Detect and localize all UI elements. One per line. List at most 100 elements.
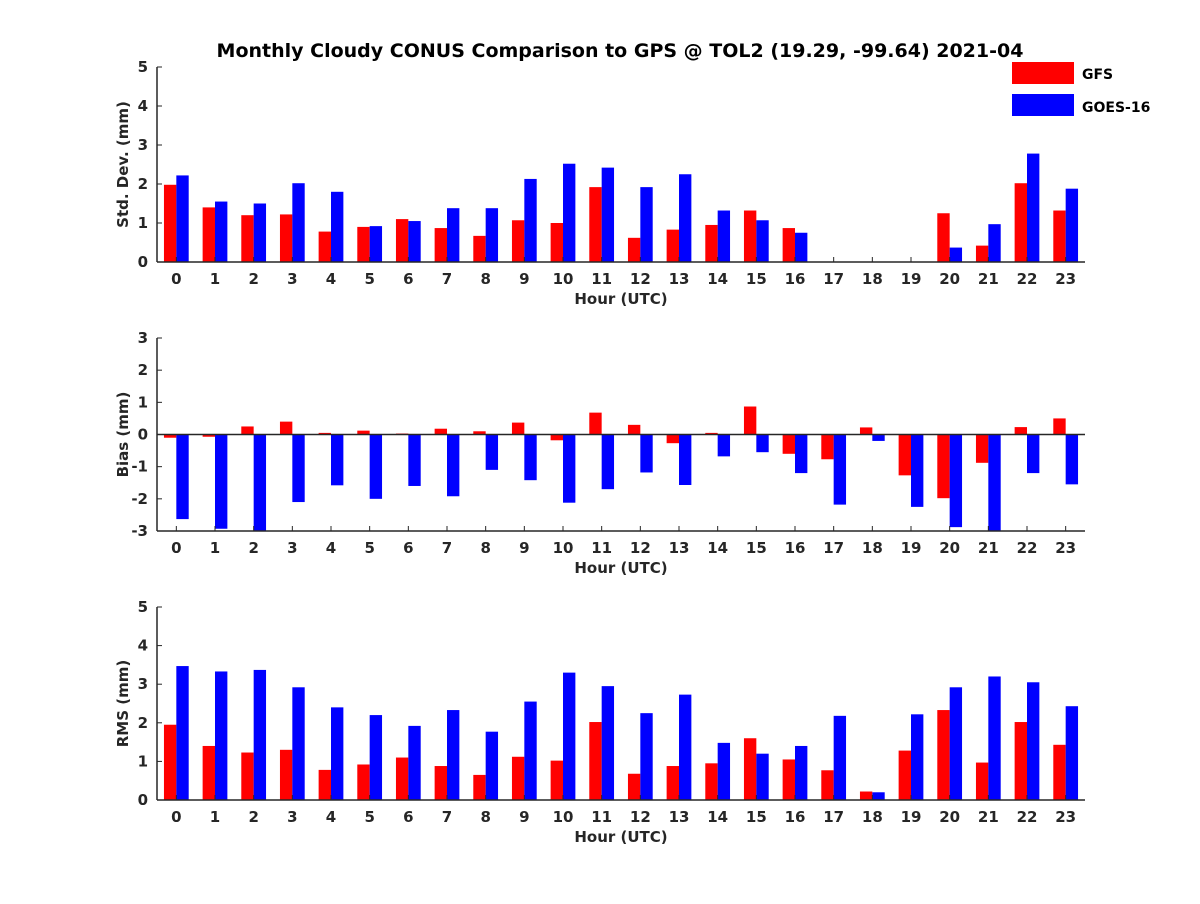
std-dev-bar-gfs-12	[627, 237, 641, 262]
bias-ytick-label: -2	[131, 490, 148, 508]
std-dev-bar-gfs-2	[241, 215, 254, 262]
std-dev-bar-goes16-22	[1027, 153, 1040, 262]
std-dev-bar-gfs-14	[705, 224, 718, 262]
bias-xtick-label: 23	[1055, 539, 1076, 557]
bias-ytick-label: 2	[138, 361, 148, 379]
rms-xtick-label: 4	[326, 808, 336, 826]
rms-bar-gfs-21	[975, 762, 989, 800]
std-dev-bar-goes16-12	[640, 187, 653, 262]
rms-xtick-label: 0	[171, 808, 181, 826]
legend-label-goes16: GOES-16	[1082, 100, 1150, 116]
rms-bar-gfs-3	[279, 749, 293, 800]
rms-xtick-label: 22	[1017, 808, 1038, 826]
bias-bar-gfs-7	[434, 428, 447, 435]
rms-xtick-label: 12	[630, 808, 651, 826]
bias-bar-gfs-22	[1014, 427, 1027, 435]
bias-bar-goes16-17	[833, 434, 847, 505]
rms-xtick-label: 19	[901, 808, 922, 826]
std-dev-xtick-label: 17	[823, 270, 844, 288]
std-dev-bar-gfs-6	[395, 219, 409, 262]
rms-ytick-label: 2	[138, 714, 148, 732]
rms-xtick-label: 2	[248, 808, 258, 826]
std-dev-bar-gfs-15	[743, 210, 757, 262]
bias-bar-goes16-13	[679, 434, 692, 485]
bias-ylabel: Bias (mm)	[114, 392, 132, 478]
bias-bar-gfs-15	[743, 406, 757, 435]
bias-bar-gfs-9	[511, 422, 525, 435]
std-dev-bar-goes16-2	[253, 203, 267, 262]
std-dev-bar-gfs-4	[318, 231, 331, 262]
rms-xtick-label: 20	[939, 808, 960, 826]
rms-bar-goes16-11	[601, 686, 615, 800]
std-dev-bar-gfs-16	[782, 228, 795, 262]
bias-xtick-label: 20	[939, 539, 960, 557]
rms-bar-goes16-23	[1065, 706, 1079, 800]
bias-bar-goes16-19	[911, 434, 924, 507]
bias-bar-gfs-10	[550, 434, 563, 441]
bias-bar-goes16-16	[795, 434, 808, 474]
std-dev-bar-gfs-8	[473, 235, 486, 262]
bias-xtick-label: 15	[746, 539, 767, 557]
chart-title: Monthly Cloudy CONUS Comparison to GPS @…	[217, 40, 1024, 62]
legend: GFS GOES-16	[1012, 62, 1150, 116]
bias-bar-gfs-20	[937, 434, 950, 499]
bias-bar-goes16-10	[563, 434, 576, 503]
rms-xtick-label: 3	[287, 808, 297, 826]
std-dev-xtick-label: 20	[939, 270, 960, 288]
std-dev-xtick-label: 16	[785, 270, 806, 288]
bias-xtick-label: 4	[326, 539, 336, 557]
rms-xtick-label: 23	[1055, 808, 1076, 826]
bias-bar-gfs-5	[357, 430, 370, 435]
std-dev-bar-gfs-0	[163, 184, 177, 262]
std-dev-bar-goes16-11	[601, 167, 615, 262]
rms-xtick-label: 5	[364, 808, 374, 826]
bias-xtick-label: 18	[862, 539, 883, 557]
std-dev-xtick-label: 6	[403, 270, 413, 288]
bias-bar-goes16-23	[1065, 434, 1079, 485]
rms-ytick-label: 4	[138, 637, 148, 655]
bias-bar-gfs-17	[821, 434, 834, 460]
bias-xtick-label: 6	[403, 539, 413, 557]
rms-bar-gfs-4	[318, 769, 331, 800]
rms-bar-goes16-8	[485, 731, 499, 800]
rms-xtick-label: 15	[746, 808, 767, 826]
bias-bar-goes16-12	[640, 434, 653, 473]
std-dev-ytick-label: 4	[138, 97, 148, 115]
std-dev-ytick-label: 2	[138, 175, 148, 193]
bias-ytick-label: -3	[131, 522, 148, 540]
bias-bar-goes16-3	[292, 434, 305, 503]
bias-xtick-label: 14	[707, 539, 728, 557]
rms-bar-goes16-15	[756, 753, 769, 800]
rms-bar-gfs-10	[550, 760, 563, 800]
rms-bar-goes16-3	[292, 687, 305, 800]
rms-xtick-label: 10	[553, 808, 574, 826]
bias-bar-goes16-11	[601, 434, 615, 490]
bias-xtick-label: 3	[287, 539, 297, 557]
std-dev-xtick-label: 23	[1055, 270, 1076, 288]
std-dev-xtick-label: 2	[248, 270, 258, 288]
std-dev-xtick-label: 18	[862, 270, 883, 288]
std-dev-bar-gfs-20	[937, 213, 950, 262]
rms-bar-gfs-20	[937, 710, 950, 800]
bias-xtick-label: 9	[519, 539, 529, 557]
rms-bar-gfs-1	[202, 745, 215, 800]
std-dev-ytick-label: 5	[138, 58, 148, 76]
bias-xtick-label: 2	[248, 539, 258, 557]
std-dev-bar-gfs-3	[279, 214, 293, 262]
std-dev-xtick-label: 8	[480, 270, 490, 288]
rms-bar-gfs-17	[821, 770, 834, 800]
std-dev-xtick-label: 15	[746, 270, 767, 288]
bias-ytick-label: 3	[138, 329, 148, 347]
rms-bar-goes16-6	[408, 725, 421, 800]
std-dev-ytick-label: 3	[138, 136, 148, 154]
bias-bar-goes16-4	[331, 434, 344, 486]
rms-bar-goes16-21	[988, 676, 1001, 800]
bias-bar-gfs-13	[666, 434, 679, 444]
std-dev-xtick-label: 21	[978, 270, 999, 288]
bias-bar-gfs-8	[473, 431, 486, 435]
rms-bar-goes16-1	[215, 671, 228, 800]
std-dev-xtick-label: 22	[1017, 270, 1038, 288]
rms-bar-gfs-22	[1014, 722, 1027, 800]
